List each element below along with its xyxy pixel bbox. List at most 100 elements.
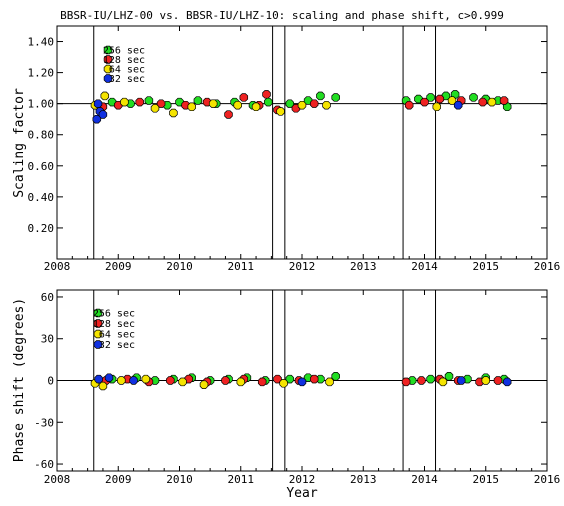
- phase-x-tick-label: 2011: [228, 473, 255, 486]
- scaling-y-axis-label: Scaling factor: [12, 88, 27, 198]
- phase-point-64-sec: [178, 377, 187, 387]
- phase-point-64-sec: [199, 380, 209, 389]
- scaling-x-tick-label: 2014: [411, 260, 438, 273]
- phase-point-256-sec: [444, 372, 454, 381]
- scaling-x-tick-label: 2010: [166, 260, 193, 273]
- scaling-point-64-sec: [120, 97, 129, 107]
- phase-legend-label: 128 sec: [93, 319, 135, 330]
- scaling-point-128-sec: [499, 96, 509, 105]
- phase-point-128-sec: [221, 376, 230, 385]
- phase-point-256-sec: [426, 374, 435, 384]
- phase-point-64-sec: [117, 376, 126, 385]
- phase-point-64-sec: [141, 374, 151, 384]
- scaling-x-tick-label: 2012: [289, 260, 316, 273]
- phase-point-128-sec: [417, 376, 426, 385]
- phase-x-tick-label: 2010: [166, 473, 193, 486]
- scaling-legend-label: 64 sec: [109, 65, 145, 76]
- phase-point-32-sec: [457, 376, 466, 385]
- scaling-legend-label: 128 sec: [103, 55, 145, 66]
- phase-point-128-sec: [257, 377, 267, 387]
- phase-point-128-sec: [166, 376, 175, 385]
- scaling-x-tick-label: 2013: [350, 260, 377, 273]
- scaling-point-64-sec: [100, 91, 110, 101]
- phase-point-32-sec: [502, 377, 512, 387]
- scaling-point-64-sec: [276, 107, 285, 116]
- phase-point-128-sec: [273, 374, 282, 384]
- scaling-panel: 2008 2009 2010 2011 2012 2013 2014 2015 2016 0.2…: [12, 25, 561, 273]
- scaling-y-tick-label: 1.00: [28, 98, 55, 111]
- scaling-point-32-sec: [453, 100, 463, 110]
- phase-x-tick-label: 2014: [411, 473, 438, 486]
- phase-y-axis-label: Phase shift (degrees): [12, 298, 27, 462]
- scaling-point-256-sec: [316, 91, 325, 101]
- scaling-point-256-sec: [144, 96, 154, 105]
- phase-y-tick-label: -30: [34, 416, 54, 429]
- scaling-x-tick-label: 2016: [534, 260, 561, 273]
- phase-point-32-sec: [104, 373, 114, 382]
- phase-legend-label: 32 sec: [99, 340, 135, 351]
- phase-x-tick-label: 2016: [534, 473, 561, 486]
- scaling-y-tick-label: 0.80: [28, 129, 55, 142]
- scaling-point-256-sec: [450, 90, 460, 99]
- phase-y-ticks: -60 -30 0 30 60: [34, 291, 547, 471]
- scaling-vertical-lines: [93, 26, 437, 259]
- phase-x-tick-label: 2012: [289, 473, 316, 486]
- phase-point-64-sec: [325, 377, 334, 387]
- scaling-point-32-sec: [98, 110, 108, 119]
- phase-legend-marker: [93, 340, 103, 349]
- phase-point-128-sec: [401, 377, 411, 387]
- scaling-point-64-sec: [169, 108, 178, 118]
- phase-point-64-sec: [481, 376, 490, 385]
- phase-data-points: [90, 372, 512, 391]
- scaling-legend-label: 32 sec: [109, 74, 145, 85]
- scaling-point-64-sec: [322, 100, 331, 110]
- scaling-point-64-sec: [150, 104, 160, 113]
- scaling-point-128-sec: [156, 99, 166, 108]
- phase-panel: 2008 2009 2010 2011 2012 2013 2014 2015 2016 -60…: [12, 289, 561, 501]
- scaling-point-128-sec: [239, 93, 249, 102]
- scaling-point-128-sec: [224, 110, 233, 119]
- scaling-legend-marker: [103, 64, 113, 74]
- scaling-point-64-sec: [233, 100, 242, 110]
- phase-legend-marker: [93, 329, 103, 339]
- scaling-y-tick-label: 1.20: [28, 67, 55, 80]
- phase-point-64-sec: [438, 377, 448, 387]
- phase-legend-label: 64 sec: [99, 330, 135, 341]
- phase-x-tick-label: 2013: [350, 473, 377, 486]
- scaling-x-tick-label: 2008: [44, 260, 71, 273]
- scaling-point-128-sec: [135, 97, 144, 107]
- phase-point-256-sec: [331, 372, 340, 381]
- scaling-point-128-sec: [435, 94, 445, 104]
- scaling-point-256-sec: [193, 96, 203, 105]
- scaling-y-tick-label: 0.20: [28, 222, 55, 235]
- scaling-point-64-sec: [251, 102, 261, 112]
- scaling-point-128-sec: [420, 97, 429, 107]
- scaling-data-points: [90, 90, 512, 124]
- phase-y-tick-label: 30: [41, 333, 54, 346]
- phase-y-tick-label: 0: [47, 375, 54, 388]
- scaling-x-ticks: 2008 2009 2010 2011 2012 2013 2014 2015 2016: [44, 26, 561, 273]
- chart-title: BBSR-IU/LHZ-00 vs. BBSR-IU/LHZ-10: scali…: [60, 9, 504, 22]
- phase-point-128-sec: [310, 374, 319, 384]
- phase-x-tick-label: 2015: [473, 473, 500, 486]
- scaling-point-64-sec: [432, 102, 441, 112]
- phase-x-tick-label: 2009: [105, 473, 132, 486]
- scaling-point-256-sec: [426, 93, 435, 102]
- phase-legend-marker: [93, 319, 103, 328]
- scaling-point-64-sec: [297, 100, 307, 110]
- scaling-point-32-sec: [93, 99, 103, 108]
- scaling-point-256-sec: [469, 93, 478, 102]
- phase-y-tick-label: -60: [34, 458, 54, 471]
- scaling-point-128-sec: [478, 97, 487, 107]
- scaling-y-ticks: 0.20 0.40 0.60 0.80 1.00 1.20 1.40: [28, 36, 547, 235]
- scaling-x-tick-label: 2015: [473, 260, 500, 273]
- phase-legend-marker: [93, 308, 103, 318]
- scaling-point-256-sec: [502, 102, 512, 112]
- phase-point-64-sec: [98, 381, 108, 391]
- scaling-point-64-sec: [187, 102, 196, 112]
- scaling-y-tick-label: 0.40: [28, 191, 55, 204]
- phase-x-tick-label: 2008: [44, 473, 71, 486]
- phase-x-ticks: 2008 2009 2010 2011 2012 2013 2014 2015 2016: [44, 290, 561, 486]
